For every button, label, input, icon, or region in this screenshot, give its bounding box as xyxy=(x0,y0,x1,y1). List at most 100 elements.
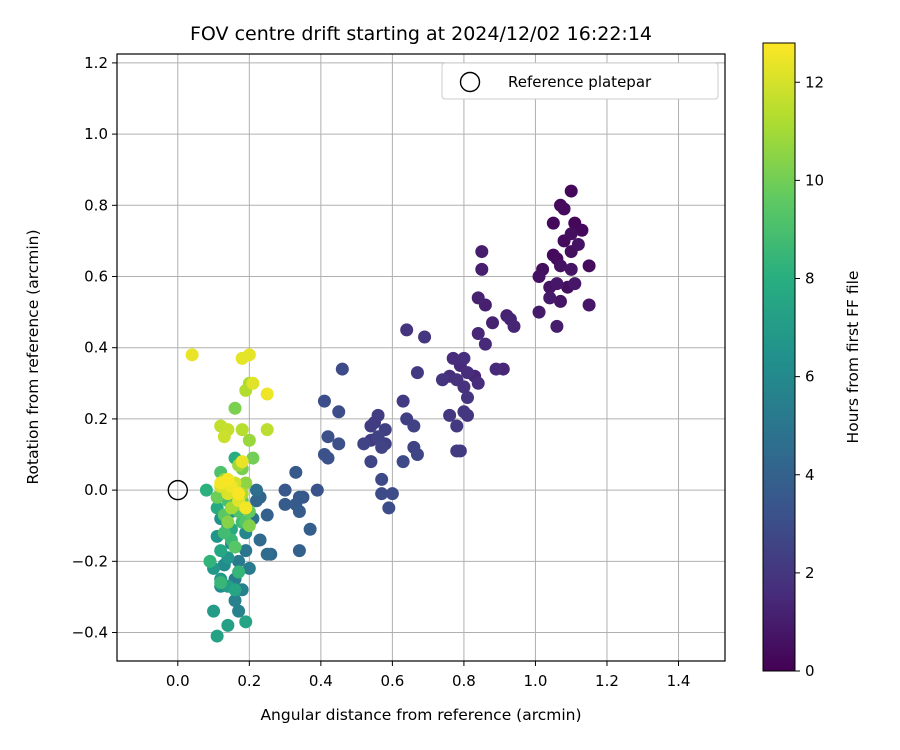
data-point xyxy=(260,547,274,561)
data-point xyxy=(332,405,346,419)
data-point xyxy=(228,583,242,597)
data-point xyxy=(335,362,349,376)
data-point xyxy=(317,394,331,408)
data-point xyxy=(396,394,410,408)
data-point xyxy=(375,472,389,486)
data-point xyxy=(203,554,217,568)
legend: Reference platepar xyxy=(441,62,719,100)
data-point xyxy=(303,522,317,536)
data-point xyxy=(385,487,399,501)
data-point xyxy=(457,351,471,365)
colorbar-tick-label: 12 xyxy=(805,73,824,91)
data-point xyxy=(249,483,263,497)
data-point xyxy=(460,366,474,380)
data-point xyxy=(232,554,246,568)
data-point xyxy=(435,373,449,387)
data-point xyxy=(507,319,521,333)
x-tick-label: 1.4 xyxy=(667,672,691,690)
colorbar-tick-label: 8 xyxy=(805,270,815,288)
colorbar-gradient xyxy=(762,42,796,672)
x-tick-label: 1.0 xyxy=(524,672,548,690)
y-tick-label: 1.2 xyxy=(84,54,108,72)
data-point xyxy=(321,451,335,465)
data-point xyxy=(460,391,474,405)
x-tick-label: 0.4 xyxy=(309,672,333,690)
data-point xyxy=(278,497,292,511)
data-point xyxy=(260,387,274,401)
reference-marker-group xyxy=(167,479,189,501)
data-point xyxy=(221,618,235,632)
data-point xyxy=(400,323,414,337)
data-point xyxy=(582,298,596,312)
data-point xyxy=(564,184,578,198)
data-point xyxy=(489,362,503,376)
data-point xyxy=(407,419,421,433)
colorbar: 0 2 4 6 8 10 12 Hours from first FF file xyxy=(762,42,862,680)
data-point xyxy=(550,277,564,291)
data-point xyxy=(475,262,489,276)
data-point xyxy=(214,576,228,590)
data-point xyxy=(217,526,231,540)
data-point xyxy=(410,448,424,462)
legend-label: Reference platepar xyxy=(508,73,652,91)
data-point xyxy=(249,494,263,508)
colorbar-tick-label: 4 xyxy=(805,466,815,484)
y-axis-label: Rotation from reference (arcmin) xyxy=(24,229,42,484)
data-point xyxy=(278,483,292,497)
data-point xyxy=(239,544,253,558)
data-point xyxy=(246,451,260,465)
data-point xyxy=(475,245,489,259)
y-tick-label: −0.4 xyxy=(72,624,108,642)
data-point xyxy=(371,430,385,444)
data-point xyxy=(235,455,249,469)
data-point xyxy=(260,508,274,522)
data-point xyxy=(232,487,246,501)
data-point xyxy=(207,604,221,618)
x-tick-label: 1.2 xyxy=(595,672,619,690)
y-tick-label: 0.6 xyxy=(84,268,108,286)
legend-box xyxy=(441,62,719,100)
data-point xyxy=(564,227,578,241)
data-point xyxy=(471,326,485,340)
data-point xyxy=(228,540,242,554)
data-point xyxy=(364,455,378,469)
data-point xyxy=(332,437,346,451)
chart-title: FOV centre drift starting at 2024/12/02 … xyxy=(190,23,652,45)
data-point xyxy=(239,615,253,629)
data-point xyxy=(568,277,582,291)
x-tick-label: 0.0 xyxy=(166,672,190,690)
data-point xyxy=(242,519,256,533)
colorbar-tick-label: 6 xyxy=(805,368,815,386)
x-tick-label: 0.2 xyxy=(237,672,261,690)
data-point xyxy=(246,376,260,390)
colorbar-label: Hours from first FF file xyxy=(844,271,862,444)
x-axis-label: Angular distance from reference (arcmin) xyxy=(260,706,581,724)
data-point xyxy=(478,337,492,351)
data-point xyxy=(242,433,256,447)
data-point xyxy=(242,561,256,575)
data-point xyxy=(486,316,500,330)
data-point xyxy=(292,504,306,518)
data-point xyxy=(375,487,389,501)
data-point xyxy=(364,419,378,433)
y-axis-ticks: −0.4 −0.2 0.0 0.2 0.4 0.6 0.8 1.0 1.2 xyxy=(72,54,117,642)
colorbar-tick-label: 10 xyxy=(805,171,824,189)
data-point xyxy=(221,472,235,486)
data-point xyxy=(260,423,274,437)
data-point xyxy=(532,305,546,319)
data-point xyxy=(553,294,567,308)
x-axis-ticks: 0.0 0.2 0.4 0.6 0.8 1.0 1.2 1.4 xyxy=(166,661,691,690)
x-tick-label: 0.8 xyxy=(452,672,476,690)
data-point xyxy=(228,593,242,607)
y-tick-label: −0.2 xyxy=(72,552,108,570)
data-point xyxy=(235,423,249,437)
data-point xyxy=(575,223,589,237)
data-point xyxy=(210,629,224,643)
plot-frame xyxy=(116,53,726,662)
data-point xyxy=(228,401,242,415)
data-point xyxy=(239,501,253,515)
data-point xyxy=(446,351,460,365)
data-point xyxy=(289,465,303,479)
y-tick-label: 1.0 xyxy=(84,125,108,143)
